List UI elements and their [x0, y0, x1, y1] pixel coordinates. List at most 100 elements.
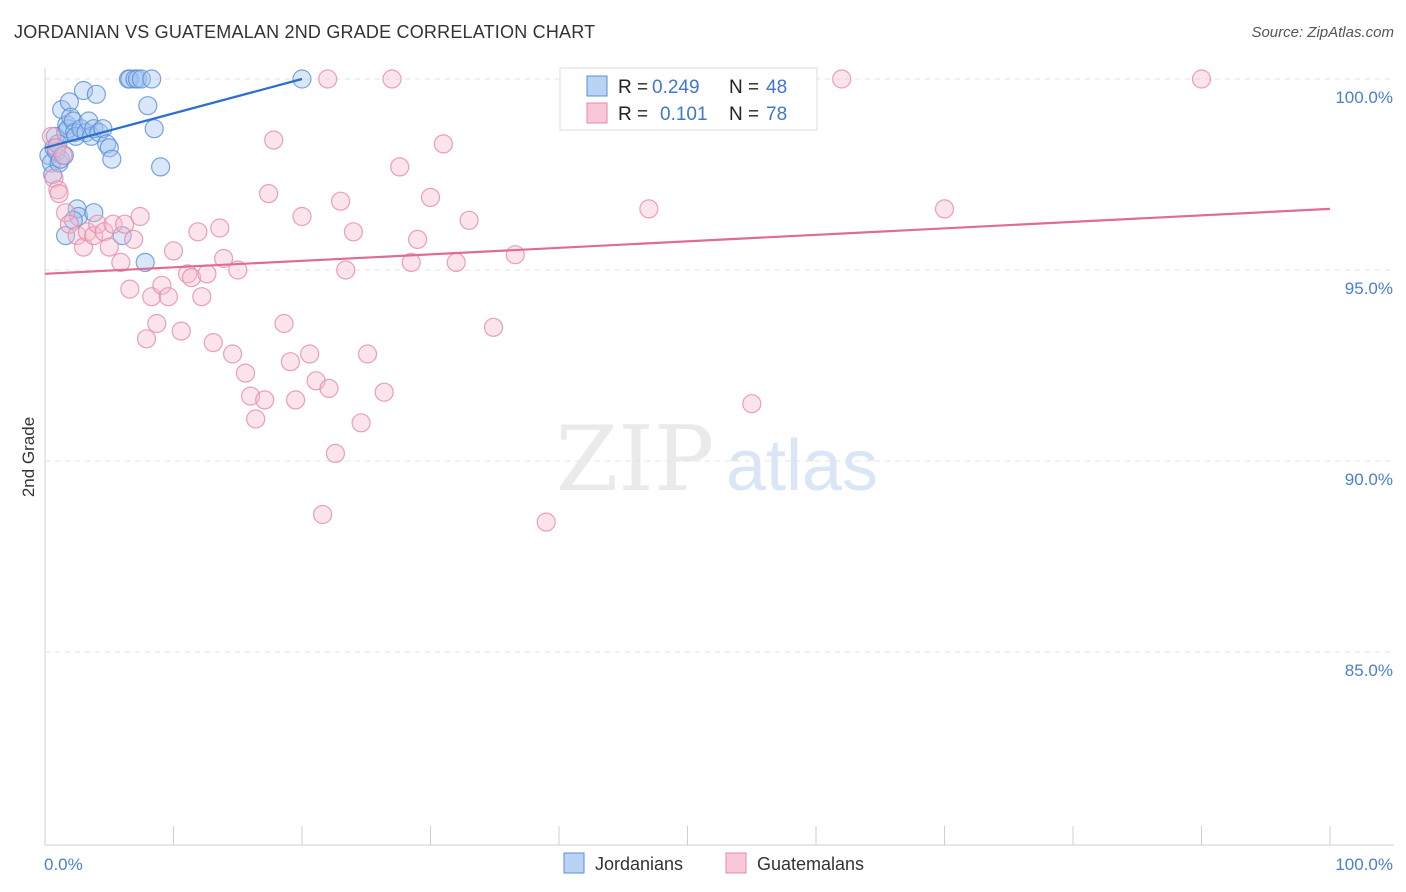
point-guatemalans: [197, 264, 217, 284]
point-guatemalans: [188, 222, 208, 242]
point-guatemalans: [255, 390, 275, 410]
stats-legend-swatch-jordanians: [586, 75, 608, 97]
point-jordanians: [135, 252, 155, 272]
series-legend: Jordanians Guatemalans: [563, 852, 864, 874]
point-guatemalans: [59, 214, 80, 234]
point-guatemalans: [44, 168, 64, 188]
stats-n-value-jordanians: 48: [766, 77, 787, 98]
stats-r-value-guatemalans: 0.101: [660, 104, 708, 125]
point-guatemalans: [351, 413, 371, 433]
point-guatemalans: [382, 69, 402, 89]
point-guatemalans: [192, 287, 212, 307]
legend-label-jordanians: Jordanians: [595, 854, 683, 874]
stats-r-label-guatemalans: R =: [618, 104, 648, 125]
point-guatemalans: [446, 252, 466, 272]
point-guatemalans: [318, 69, 338, 89]
point-guatemalans: [55, 203, 76, 223]
point-guatemalans: [210, 218, 230, 238]
point-guatemalans: [401, 252, 421, 272]
legend-label-guatemalans: Guatemalans: [757, 854, 864, 874]
point-jordanians: [86, 84, 107, 104]
point-guatemalans: [300, 344, 320, 364]
axes: [44, 68, 1394, 846]
point-guatemalans: [319, 378, 339, 398]
stats-r-value-jordanians: 0.249: [652, 77, 700, 98]
point-guatemalans: [115, 214, 135, 234]
point-guatemalans: [103, 214, 123, 234]
y-axis-label: 2nd Grade: [19, 417, 38, 497]
chart-title: JORDANIAN VS GUATEMALAN 2ND GRADE CORREL…: [14, 22, 596, 42]
point-guatemalans: [88, 214, 108, 234]
point-jordanians: [144, 119, 164, 139]
point-guatemalans: [152, 275, 172, 295]
point-guatemalans: [433, 134, 453, 154]
point-guatemalans: [832, 69, 852, 89]
point-guatemalans: [483, 317, 504, 337]
point-guatemalans: [325, 443, 345, 463]
y-tick-label: 95.0%: [1345, 279, 1393, 298]
point-jordanians: [131, 69, 151, 89]
x-tick-label-100: 100.0%: [1335, 855, 1393, 874]
point-guatemalans: [459, 210, 479, 230]
trend-line-guatemalans: [44, 207, 1331, 275]
y-tick-labels: 100.0% 95.0% 90.0% 85.0%: [1335, 88, 1393, 680]
point-guatemalans: [99, 237, 119, 257]
point-guatemalans: [124, 229, 144, 249]
stats-legend: R = 0.249 N = 48 R = 0.101 N = 78: [559, 67, 818, 131]
point-guatemalans: [357, 344, 378, 364]
point-guatemalans: [408, 229, 428, 249]
point-guatemalans: [639, 199, 659, 219]
point-guatemalans: [214, 248, 234, 269]
x-ticks: [173, 826, 1331, 845]
point-guatemalans: [84, 226, 104, 246]
point-guatemalans: [136, 329, 157, 349]
point-guatemalans: [274, 313, 294, 334]
stats-n-value-guatemalans: 78: [766, 104, 787, 125]
stats-n-label-jordanians: N =: [729, 77, 759, 98]
y-tick-label: 100.0%: [1335, 88, 1393, 107]
point-guatemalans: [53, 145, 73, 165]
point-guatemalans: [336, 260, 356, 280]
legend-swatch-guatemalans: [725, 852, 747, 874]
source-label: Source: ZipAtlas.com: [1251, 24, 1394, 41]
point-guatemalans: [390, 157, 410, 177]
data-points: [39, 69, 1212, 532]
point-jordanians: [120, 69, 140, 89]
point-guatemalans: [331, 191, 351, 211]
point-guatemalans: [223, 344, 243, 364]
point-guatemalans: [120, 279, 140, 299]
point-guatemalans: [934, 199, 955, 219]
point-guatemalans: [343, 222, 363, 242]
y-tick-label: 90.0%: [1345, 470, 1393, 489]
point-guatemalans: [228, 260, 248, 280]
point-jordanians: [55, 226, 76, 246]
point-jordanians: [59, 92, 80, 112]
point-guatemalans: [264, 130, 284, 150]
point-jordanians: [84, 203, 104, 223]
point-jordanians: [151, 157, 171, 177]
point-guatemalans: [130, 206, 150, 227]
point-jordanians: [99, 138, 119, 158]
trend-line-jordanians: [44, 77, 303, 149]
point-guatemalans: [292, 206, 312, 227]
point-guatemalans: [111, 252, 131, 272]
point-guatemalans: [235, 363, 256, 383]
stats-r-label-jordanians: R =: [618, 77, 648, 98]
trend-lines: [44, 77, 1331, 275]
point-guatemalans: [67, 226, 87, 246]
point-guatemalans: [147, 313, 167, 334]
point-guatemalans: [280, 352, 300, 372]
point-guatemalans: [158, 287, 178, 307]
point-jordanians: [102, 149, 122, 169]
point-guatemalans: [286, 390, 306, 410]
point-guatemalans: [313, 504, 333, 525]
watermark-atlas: atlas: [726, 426, 878, 506]
point-guatemalans: [246, 409, 266, 429]
stats-n-label-guatemalans: N =: [729, 104, 759, 125]
point-guatemalans: [49, 184, 69, 204]
point-guatemalans: [163, 241, 184, 261]
point-guatemalans: [203, 333, 223, 353]
point-jordanians: [142, 69, 162, 89]
point-guatemalans: [1191, 69, 1212, 89]
